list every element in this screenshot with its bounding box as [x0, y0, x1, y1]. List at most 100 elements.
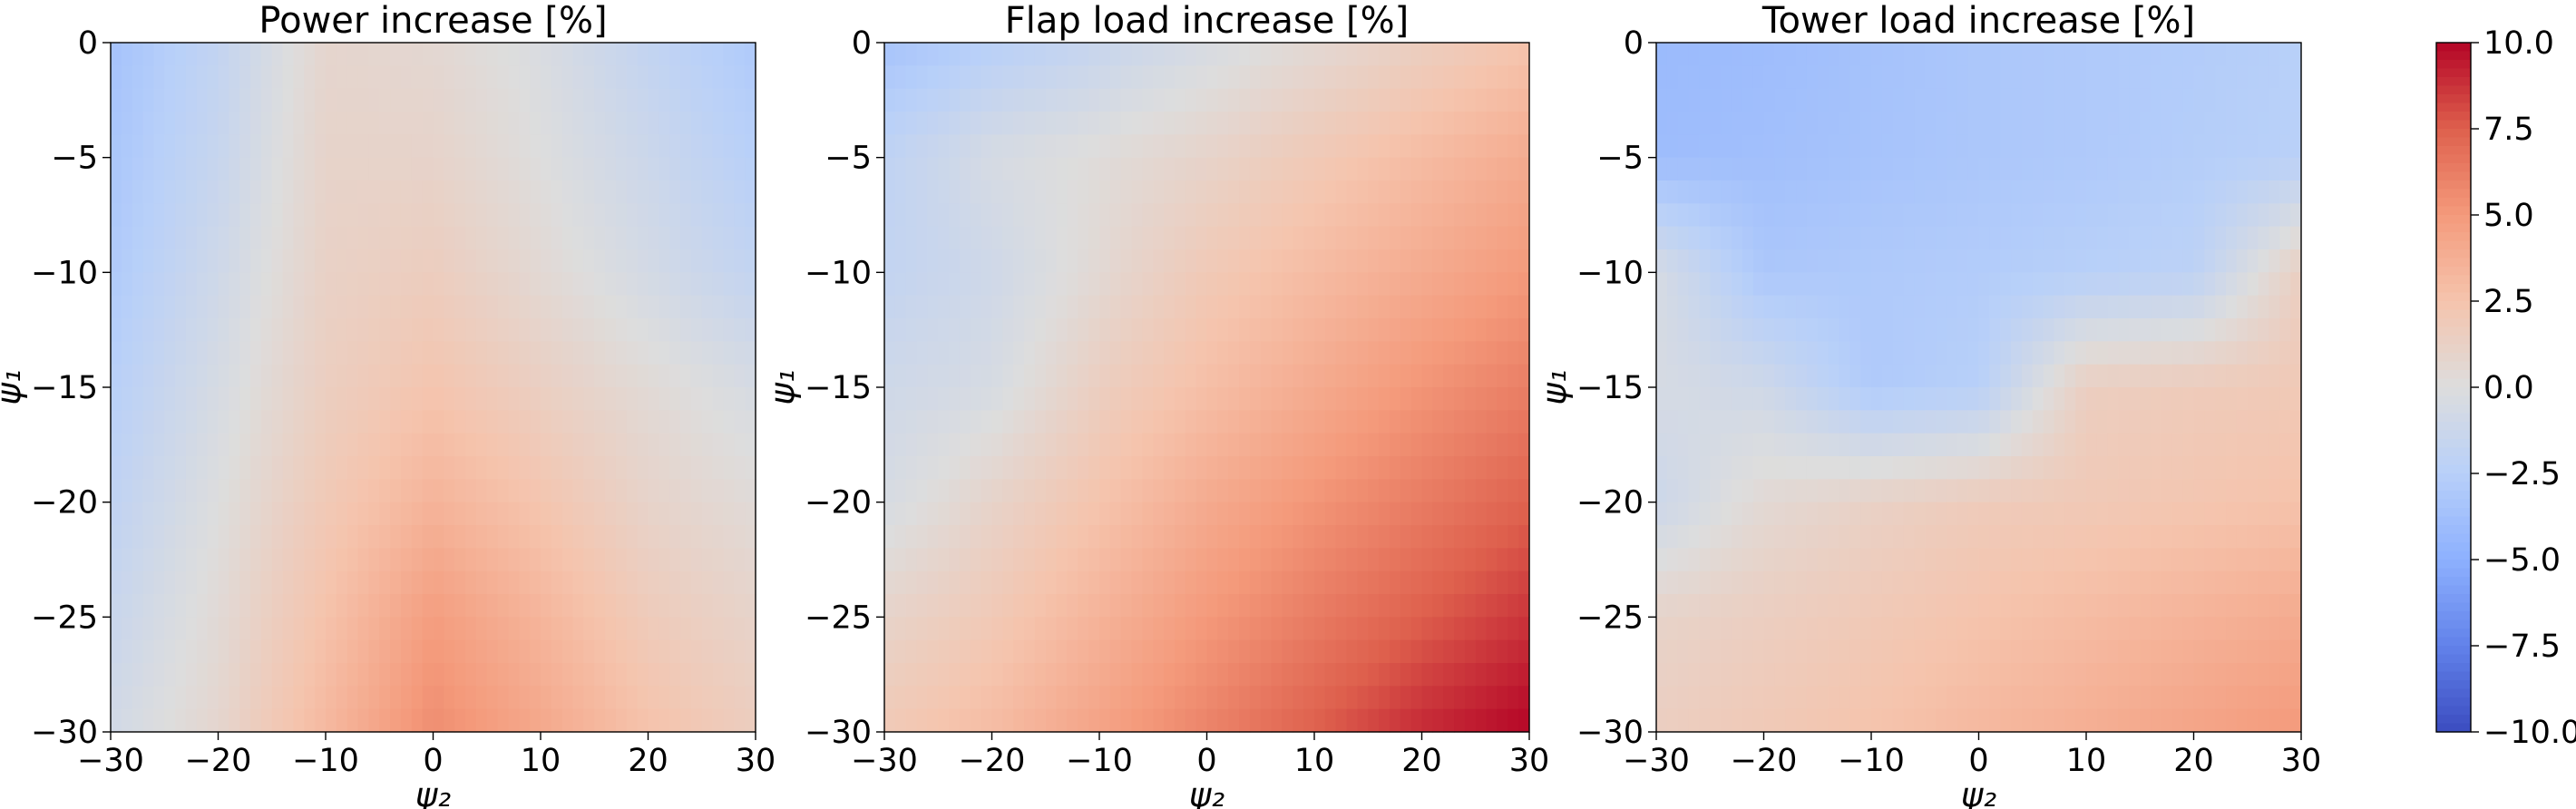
heatmap-cell [271, 295, 284, 319]
heatmap-cell [970, 548, 982, 572]
heatmap-cell [390, 594, 402, 618]
heatmap-cell [1239, 364, 1251, 388]
heatmap-cell [2171, 272, 2184, 297]
heatmap-cell [1195, 364, 1208, 388]
heatmap-cell [1925, 387, 1937, 411]
heatmap-cell [153, 203, 165, 228]
heatmap-cell [1989, 157, 2001, 181]
heatmap-cell [1335, 65, 1348, 90]
heatmap-cell [1871, 502, 1883, 526]
heatmap-cell [2236, 295, 2249, 319]
heatmap-cell [605, 617, 617, 641]
heatmap-cell [626, 570, 639, 595]
heatmap-cell [433, 134, 444, 159]
heatmap-cell [1088, 502, 1100, 526]
heatmap-cell [1796, 226, 1808, 250]
heatmap-cell [2086, 203, 2098, 228]
heatmap-cell [164, 226, 176, 250]
heatmap-cell [1206, 43, 1218, 66]
heatmap-cell [659, 708, 670, 733]
heatmap-cell [2279, 249, 2291, 273]
heatmap-cell [884, 112, 896, 135]
heatmap-cell [1346, 203, 1358, 228]
heatmap-cell [1839, 88, 1850, 112]
heatmap-cell [981, 203, 993, 228]
heatmap-cell [572, 502, 584, 526]
heatmap-cell [454, 433, 466, 457]
heatmap-cell [164, 663, 176, 687]
heatmap-cell [1967, 43, 1980, 66]
heatmap-cell [2129, 502, 2141, 526]
heatmap-cell [304, 663, 316, 687]
heatmap-cell [111, 203, 122, 228]
heatmap-cell [2279, 157, 2291, 181]
heatmap-cell [1508, 594, 1519, 618]
heatmap-cell [1389, 548, 1401, 572]
heatmap-cell [1464, 226, 1477, 250]
heatmap-cell [1656, 525, 1668, 549]
heatmap-cell [336, 639, 348, 664]
x-tick-label: −30 [77, 743, 144, 779]
heatmap-cell [1045, 570, 1058, 595]
heatmap-cell [175, 341, 187, 366]
heatmap-cell [1475, 410, 1488, 434]
heatmap-cell [444, 341, 455, 366]
heatmap-cell [1817, 341, 1830, 366]
heatmap-cell [2171, 525, 2184, 549]
heatmap-cell [1228, 364, 1240, 388]
heatmap-cell [1034, 502, 1047, 526]
heatmap-cell [1421, 708, 1433, 733]
heatmap-cell [2075, 180, 2087, 204]
heatmap-cell [991, 112, 1003, 135]
heatmap-cell [561, 479, 574, 503]
heatmap-cell [2258, 180, 2270, 204]
heatmap-cell [1871, 341, 1883, 366]
heatmap-cell [111, 433, 122, 457]
heatmap-cell [1379, 180, 1390, 204]
heatmap-cell [916, 570, 928, 595]
heatmap-cell [433, 686, 444, 710]
heatmap-cell [1400, 594, 1412, 618]
heatmap-cell [2140, 295, 2152, 319]
heatmap-cell [239, 318, 251, 342]
heatmap-cell [454, 88, 466, 112]
heatmap-cell [2021, 112, 2034, 135]
heatmap-cell [2140, 433, 2152, 457]
heatmap-cell [411, 295, 424, 319]
heatmap-cell [1914, 180, 1926, 204]
chart-title: Flap load increase [%] [1005, 0, 1409, 42]
heatmap-cell [508, 686, 520, 710]
heatmap-cell [1486, 88, 1498, 112]
heatmap-cell [1497, 686, 1508, 710]
heatmap-cell [1656, 341, 1668, 366]
heatmap-cell [454, 180, 466, 204]
heatmap-cell [680, 134, 692, 159]
heatmap-cell [1228, 525, 1240, 549]
heatmap-cell [2236, 203, 2249, 228]
heatmap-cell [336, 663, 348, 687]
heatmap-cell [1013, 639, 1025, 664]
heatmap-cell [400, 387, 413, 411]
heatmap-cell [2215, 88, 2227, 112]
heatmap-cell [615, 686, 628, 710]
heatmap-cell [734, 525, 746, 549]
heatmap-cell [2129, 318, 2141, 342]
heatmap-cell [1379, 249, 1390, 273]
heatmap-cell [2011, 433, 2023, 457]
heatmap-cell [422, 112, 434, 135]
heatmap-cell [1978, 433, 1990, 457]
heatmap-cell [326, 433, 337, 457]
heatmap-cell [1796, 112, 1808, 135]
heatmap-cell [2226, 295, 2238, 319]
heatmap-cell [959, 548, 971, 572]
heatmap-cell [207, 364, 220, 388]
heatmap-cell [422, 43, 434, 66]
heatmap-cell [1045, 272, 1058, 297]
heatmap-cell [1464, 548, 1477, 572]
heatmap-cell [433, 226, 444, 250]
heatmap-cell [2161, 43, 2173, 66]
heatmap-cell [454, 341, 466, 366]
heatmap-cell [368, 364, 380, 388]
heatmap-cell [1002, 456, 1014, 480]
heatmap-cell [315, 502, 327, 526]
